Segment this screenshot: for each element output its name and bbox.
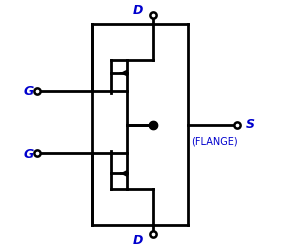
Text: S: S	[245, 117, 255, 130]
Text: D: D	[132, 4, 143, 16]
Text: (FLANGE): (FLANGE)	[192, 136, 238, 146]
Text: G: G	[23, 147, 33, 160]
Text: G: G	[23, 85, 33, 98]
Text: D: D	[132, 234, 143, 246]
